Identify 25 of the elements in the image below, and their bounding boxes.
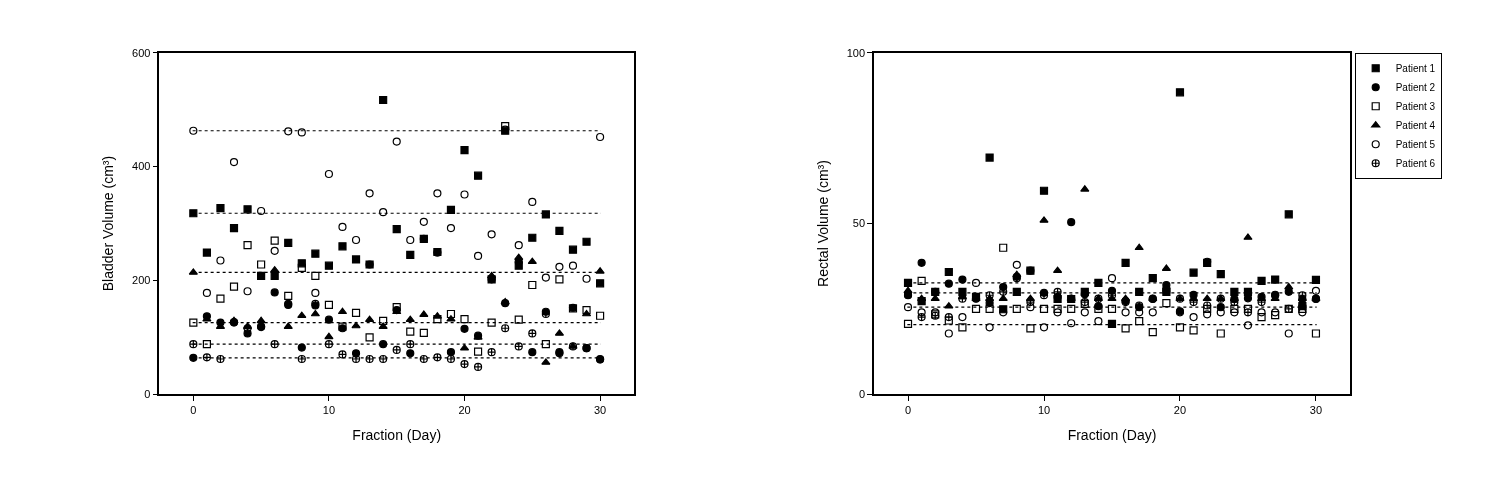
legend-label: Patient 1 — [1395, 63, 1436, 75]
x-tick-label: 30 — [1309, 404, 1323, 417]
x-tick-label: 10 — [1037, 404, 1051, 417]
x-axis-title: Fraction (Day) — [1067, 427, 1157, 444]
y-tick-label: 100 — [846, 46, 866, 59]
y-axis-title: Rectal Volume (cm³) — [814, 160, 831, 287]
y-axis-title: Bladder Volume (cm³) — [100, 155, 117, 292]
x-tick-label: 20 — [1173, 404, 1187, 417]
legend-label: Patient 4 — [1395, 120, 1436, 132]
x-axis-title: Fraction (Day) — [352, 427, 442, 444]
y-tick-label: 50 — [852, 217, 866, 230]
x-tick-label: 30 — [593, 404, 607, 417]
legend-label: Patient 2 — [1395, 82, 1436, 94]
y-tick-label: 400 — [132, 160, 151, 173]
y-tick-label: 0 — [858, 388, 866, 401]
x-tick-label: 0 — [904, 404, 912, 417]
legend-label: Patient 3 — [1395, 101, 1436, 113]
x-tick-label: 0 — [190, 404, 197, 417]
x-tick-label: 10 — [322, 404, 336, 417]
x-tick-label: 20 — [458, 404, 471, 417]
legend-label: Patient 6 — [1395, 158, 1436, 170]
y-tick-label: 600 — [132, 46, 151, 59]
y-tick-label: 0 — [144, 388, 151, 401]
legend-label: Patient 5 — [1395, 139, 1436, 151]
y-tick-label: 200 — [132, 274, 151, 287]
